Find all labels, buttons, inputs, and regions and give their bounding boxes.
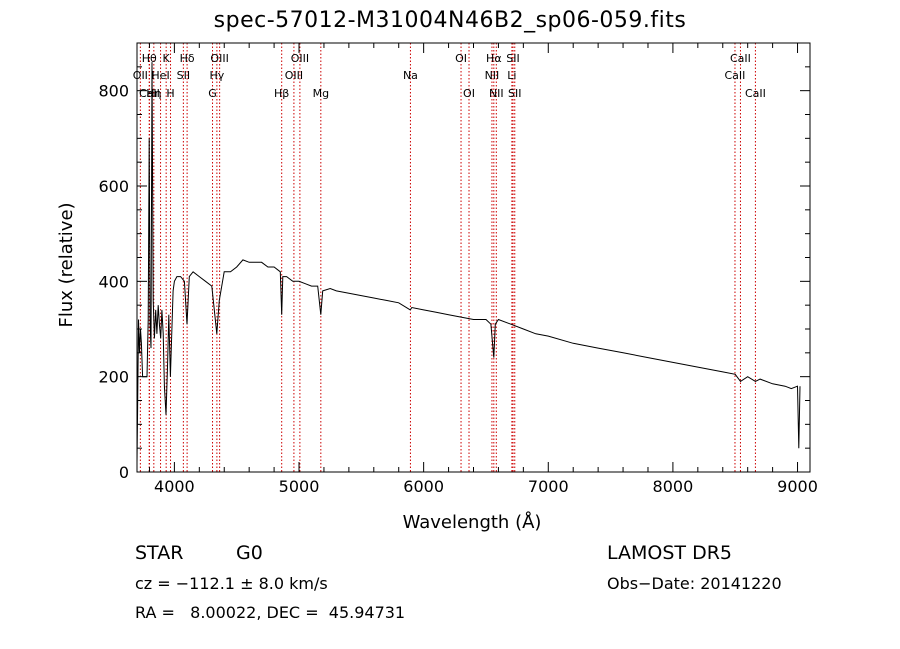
line-marker-label: Hβ [274, 87, 289, 100]
line-marker-label: Hα [486, 52, 502, 65]
line-marker-label: Hδ [180, 52, 195, 65]
x-tick-label: 4000 [154, 477, 195, 496]
line-marker-label: OIII [210, 52, 228, 65]
line-marker-labels: OIIHθCaIIHηKHeIHSIIHδGHγOIIIHβOIIIOIIIMg… [133, 52, 766, 100]
line-marker-label: OII [133, 69, 148, 82]
line-markers [139, 43, 756, 472]
x-tick-label: 7000 [528, 477, 569, 496]
y-axis-label: Flux (relative) [56, 202, 77, 327]
line-marker-label: HeI [151, 69, 169, 82]
object-subclass: G0 [236, 542, 263, 564]
line-marker-label: Mg [313, 87, 329, 100]
line-marker-label: H [166, 87, 174, 100]
line-marker-label: CaII [725, 69, 746, 82]
line-marker-label: SII [177, 69, 190, 82]
line-marker-label: NII [485, 69, 500, 82]
survey-label: LAMOST DR5 [607, 542, 732, 564]
line-marker-label: Hθ [142, 52, 157, 65]
y-tick-label: 200 [98, 368, 129, 387]
line-marker-label: OIII [291, 52, 309, 65]
line-marker-label: OI [463, 87, 475, 100]
chart-title: spec-57012-M31004N46B2_sp06-059.fits [213, 8, 687, 33]
x-tick-label: 9000 [777, 477, 818, 496]
y-axis-ticks: 0 200 400 600 800 [98, 66, 810, 482]
ra-dec-coordinates: RA = 8.00022, DEC = 45.94731 [135, 603, 406, 622]
line-marker-label: OI [455, 52, 467, 65]
object-class: STAR [135, 542, 184, 564]
line-marker-label: OIII [285, 69, 303, 82]
x-tick-label: 5000 [279, 477, 320, 496]
line-marker-label: SII [508, 87, 521, 100]
line-marker-label: K [163, 52, 171, 65]
line-marker-label: NII [489, 87, 504, 100]
spectrum-line [136, 62, 801, 463]
x-tick-label: 8000 [653, 477, 694, 496]
line-marker-label: Li [507, 69, 516, 82]
y-tick-label: 800 [98, 82, 129, 101]
y-tick-label: 600 [98, 177, 129, 196]
plot-frame [136, 42, 811, 473]
line-marker-label: Na [403, 69, 418, 82]
line-marker-label: SII [506, 52, 519, 65]
y-tick-label: 0 [119, 463, 129, 482]
x-axis-ticks: 4000 5000 6000 7000 8000 9000 [148, 43, 818, 496]
x-tick-label: 6000 [403, 477, 444, 496]
x-axis-label: Wavelength (Å) [403, 511, 542, 533]
y-tick-label: 400 [98, 272, 129, 291]
observation-date: Obs−Date: 20141220 [607, 574, 782, 593]
line-marker-label: Hη [146, 87, 161, 100]
line-marker-label: CaII [730, 52, 751, 65]
redshift-cz: cz = −112.1 ± 8.0 km/s [135, 574, 328, 593]
line-marker-label: CaII [745, 87, 766, 100]
line-marker-label: G [208, 87, 217, 100]
line-marker-label: Hγ [209, 69, 224, 82]
